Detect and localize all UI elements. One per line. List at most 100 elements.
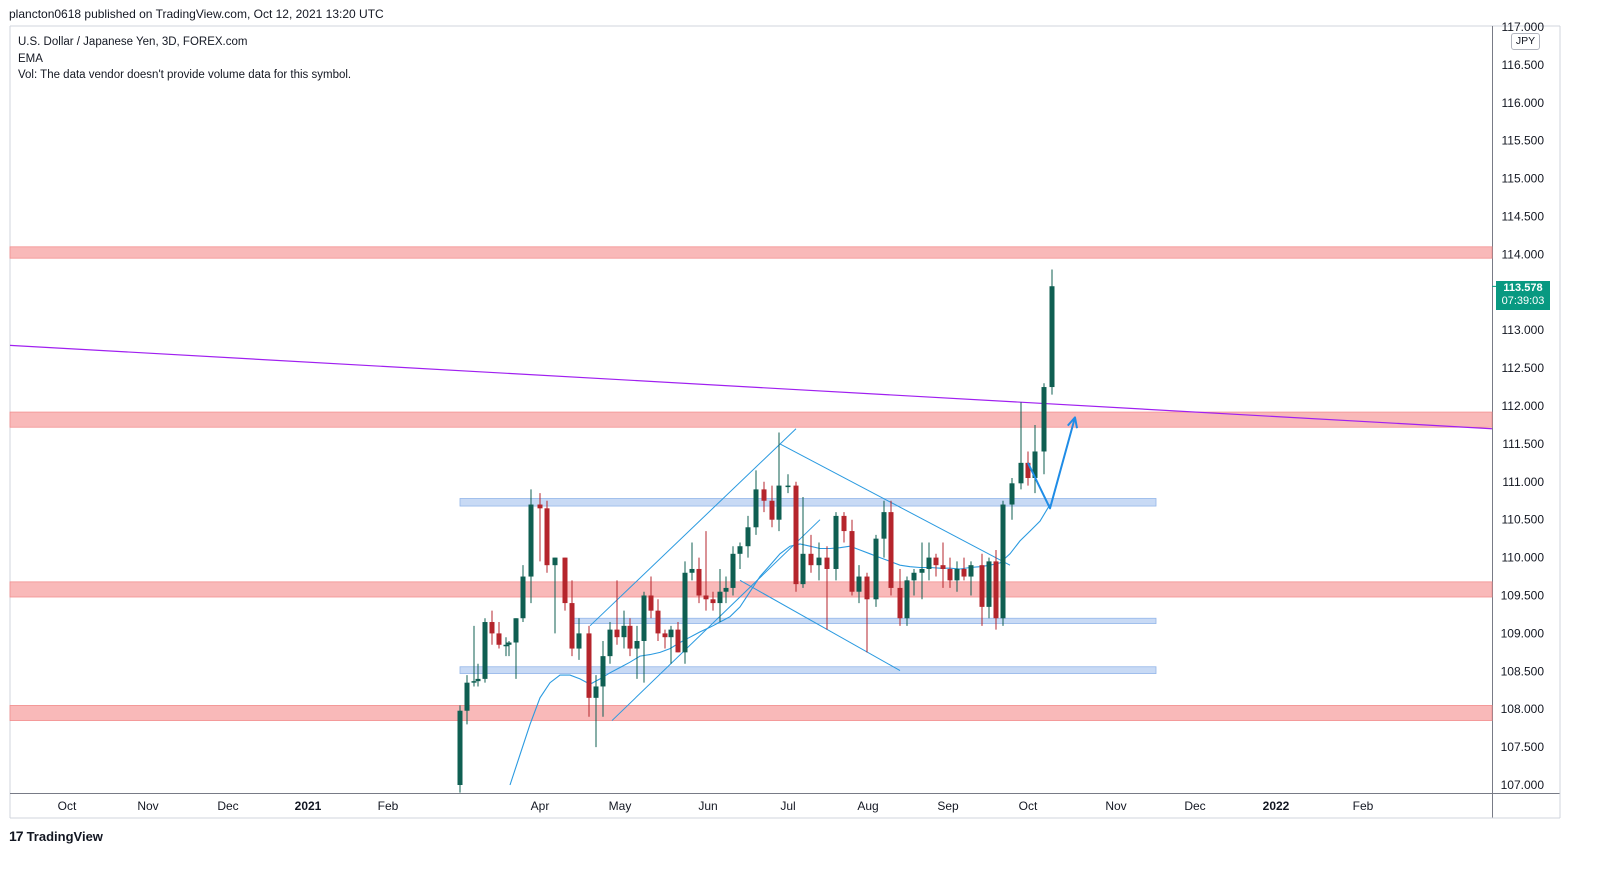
candle-body bbox=[961, 568, 967, 577]
channel-line[interactable] bbox=[589, 428, 797, 627]
candle bbox=[607, 622, 613, 664]
candle bbox=[800, 496, 806, 588]
candle bbox=[723, 576, 729, 604]
candle bbox=[634, 625, 640, 679]
time-tick-label: Nov bbox=[137, 799, 158, 813]
candle-body bbox=[489, 622, 495, 634]
candle-body bbox=[864, 576, 870, 600]
candle bbox=[849, 519, 855, 596]
price-tick-label: 107.000 bbox=[1501, 778, 1545, 792]
symbol-label[interactable]: U.S. Dollar / Japanese Yen, 3D, FOREX.co… bbox=[18, 36, 248, 48]
channel-line[interactable] bbox=[739, 579, 901, 671]
candle-body bbox=[841, 515, 847, 532]
candle bbox=[614, 580, 620, 645]
candle-body bbox=[873, 538, 879, 600]
candle-body bbox=[576, 633, 582, 649]
candle-body bbox=[745, 527, 751, 547]
candle-body bbox=[503, 644, 509, 647]
candle-body bbox=[904, 580, 910, 619]
candle-body bbox=[655, 610, 661, 634]
price-tick-label: 114.000 bbox=[1502, 247, 1545, 261]
candle-body bbox=[824, 557, 830, 569]
candle-body bbox=[986, 561, 992, 607]
candle-body bbox=[520, 576, 526, 619]
candle-body bbox=[562, 557, 568, 604]
projection-arrowhead-icon bbox=[1067, 416, 1078, 429]
candle-body bbox=[668, 629, 674, 638]
candle-body bbox=[457, 710, 463, 785]
candle-body bbox=[662, 633, 668, 638]
resistance-zone[interactable] bbox=[9, 246, 1493, 259]
candle bbox=[1032, 424, 1038, 494]
candle bbox=[696, 557, 702, 604]
time-tick-label: Dec bbox=[217, 799, 238, 813]
candle-body bbox=[710, 599, 716, 604]
candle-body bbox=[968, 565, 974, 577]
price-tick-label: 111.000 bbox=[1502, 475, 1544, 489]
price-tick-label: 112.500 bbox=[1502, 361, 1545, 375]
price-tick-label: 109.500 bbox=[1501, 589, 1545, 603]
candle-body bbox=[627, 625, 633, 649]
candle bbox=[873, 534, 879, 607]
ema-indicator-label[interactable]: EMA bbox=[18, 52, 43, 65]
candle-body bbox=[621, 625, 627, 638]
candle-body bbox=[528, 504, 534, 577]
candle-body bbox=[641, 595, 647, 641]
candle-body bbox=[888, 512, 894, 588]
candle bbox=[940, 542, 946, 588]
candle bbox=[586, 625, 592, 717]
candle bbox=[926, 542, 932, 581]
candle-body bbox=[1018, 462, 1024, 484]
candle-body bbox=[593, 686, 599, 698]
candle-body bbox=[496, 633, 502, 645]
candle bbox=[737, 542, 743, 569]
candle bbox=[675, 622, 681, 653]
volume-indicator-label[interactable]: Vol: The data vendor doesn't provide vol… bbox=[18, 69, 352, 81]
candle bbox=[489, 610, 495, 645]
candle bbox=[888, 500, 894, 596]
candle bbox=[776, 432, 782, 532]
resistance-zone[interactable] bbox=[9, 411, 1493, 428]
candle bbox=[993, 550, 999, 630]
candle bbox=[682, 561, 688, 664]
channel-line[interactable] bbox=[611, 519, 821, 721]
currency-badge[interactable]: JPY bbox=[1511, 33, 1540, 50]
support-zone[interactable] bbox=[459, 666, 1157, 674]
candle bbox=[482, 618, 488, 683]
candle-body bbox=[586, 633, 592, 698]
candle bbox=[496, 622, 502, 649]
resistance-zone[interactable] bbox=[9, 705, 1493, 721]
candle-body bbox=[993, 561, 999, 619]
price-tick-label: 113.000 bbox=[1502, 323, 1545, 337]
candle bbox=[537, 493, 543, 562]
candle-body bbox=[675, 629, 681, 653]
candle bbox=[621, 610, 627, 649]
price-tick-label: 108.000 bbox=[1501, 702, 1545, 716]
projection-path[interactable] bbox=[1027, 417, 1076, 510]
tradingview-footer[interactable]: 17 TradingView bbox=[9, 828, 103, 844]
candle bbox=[769, 485, 775, 528]
candle-body bbox=[648, 595, 654, 611]
candle-body bbox=[475, 678, 481, 682]
price-tick-label: 110.500 bbox=[1502, 513, 1545, 527]
support-zone[interactable] bbox=[459, 498, 1157, 507]
channel-line[interactable] bbox=[779, 443, 1011, 566]
candle bbox=[593, 675, 599, 748]
candle bbox=[689, 542, 695, 581]
candle-body bbox=[537, 504, 543, 509]
candle bbox=[897, 568, 903, 626]
candle bbox=[881, 500, 887, 558]
support-zone[interactable] bbox=[573, 617, 1157, 624]
chart-legend: U.S. Dollar / Japanese Yen, 3D, FOREX.co… bbox=[18, 34, 351, 84]
candle-body bbox=[730, 553, 736, 588]
current-price: 113.578 bbox=[1503, 282, 1543, 294]
candle bbox=[475, 663, 481, 687]
candle-body bbox=[544, 508, 550, 566]
long-term-trendline[interactable] bbox=[9, 344, 1493, 430]
candle bbox=[785, 474, 791, 494]
candle-body bbox=[785, 485, 791, 488]
candle-body bbox=[919, 568, 925, 573]
tradingview-logo-icon: 17 bbox=[9, 828, 24, 844]
candle bbox=[911, 568, 917, 596]
